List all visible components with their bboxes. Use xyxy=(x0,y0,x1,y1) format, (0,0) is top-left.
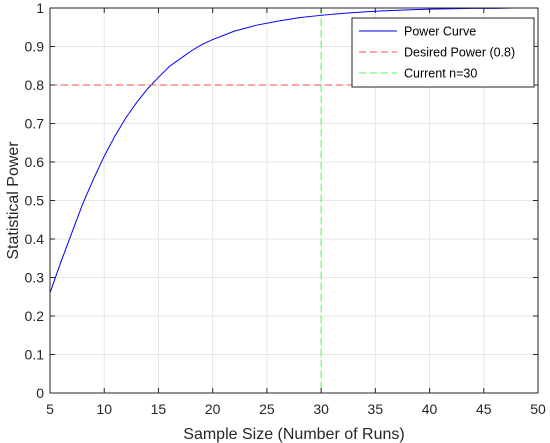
y-tick-label: 0 xyxy=(36,385,44,401)
x-axis-label: Sample Size (Number of Runs) xyxy=(183,426,404,443)
y-tick-label: 1 xyxy=(36,0,44,16)
y-axis-label: Statistical Power xyxy=(5,141,22,260)
x-tick-label: 40 xyxy=(422,401,438,417)
legend-label: Current n=30 xyxy=(404,67,477,81)
ticks: 5 10 15 20 25 30 35 40 45 50 0 0.1 0.2 0.3 0.4 0.5 0.6 0.… xyxy=(25,0,546,417)
y-tick-label: 0.8 xyxy=(25,77,45,93)
x-tick-label: 50 xyxy=(530,401,546,417)
y-tick-label: 0.2 xyxy=(25,308,45,324)
x-tick-label: 45 xyxy=(476,401,492,417)
x-tick-label: 15 xyxy=(151,401,167,417)
legend-label: Desired Power (0.8) xyxy=(404,46,515,60)
x-tick-label: 10 xyxy=(96,401,112,417)
x-tick-label: 35 xyxy=(368,401,384,417)
y-tick-label: 0.5 xyxy=(25,193,45,209)
x-tick-label: 5 xyxy=(46,401,54,417)
y-tick-label: 0.9 xyxy=(25,39,45,55)
x-tick-label: 30 xyxy=(313,401,329,417)
y-tick-label: 0.4 xyxy=(25,231,45,247)
legend-label: Power Curve xyxy=(404,25,476,39)
y-tick-label: 0.6 xyxy=(25,154,45,170)
y-tick-label: 0.7 xyxy=(25,116,45,132)
legend: Power Curve Desired Power (0.8) Current n=… xyxy=(351,17,535,88)
x-tick-label: 20 xyxy=(205,401,221,417)
y-tick-label: 0.1 xyxy=(25,347,45,363)
x-tick-label: 25 xyxy=(259,401,275,417)
y-tick-label: 0.3 xyxy=(25,270,45,286)
